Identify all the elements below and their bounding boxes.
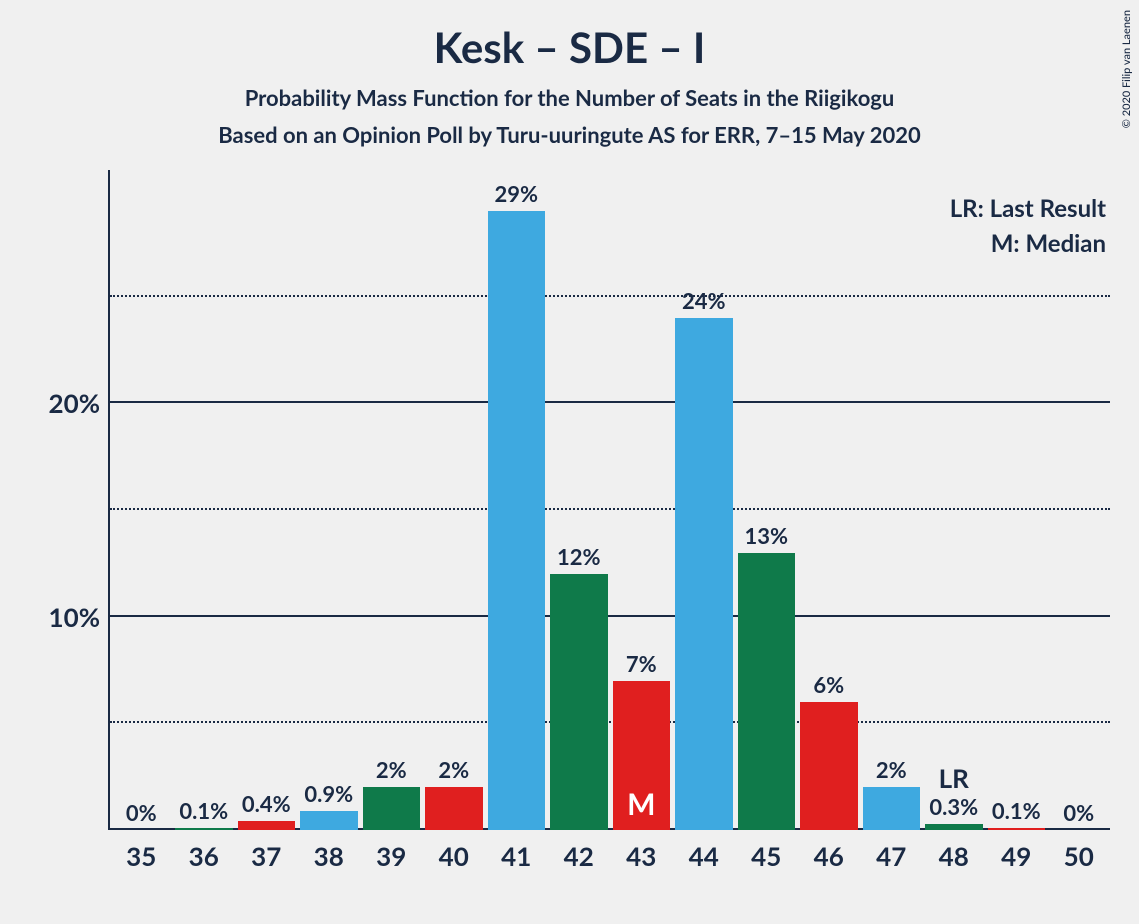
x-tick-label: 44 [673,840,736,872]
bar-value-label: 7% [626,650,657,677]
chart-plot-area: 10%20% 0%0.1%0.4%0.9%2%2%29%12%7%M24%13%… [110,190,1110,830]
title-block: Kesk – SDE – I Probability Mass Function… [0,0,1139,148]
chart-subtitle-1: Probability Mass Function for the Number… [0,84,1139,111]
bar-value-label: 29% [494,180,538,207]
bar-slot: 0.4% [235,190,298,830]
lr-marker: LR [939,762,969,794]
legend-m: M: Median [950,229,1106,258]
bar-slot: 0.1% [173,190,236,830]
bar: 6% [800,702,858,830]
bar: 0.4% [238,821,296,830]
bar-slot: 24% [673,190,736,830]
x-tick-label: 47 [860,840,923,872]
bar-slot: 2% [860,190,923,830]
bar-value-label: 0.1% [992,797,1041,824]
y-tick-label: 20% [49,387,100,419]
bar-slot: 0% [110,190,173,830]
bar: 12% [550,574,608,830]
x-tick-label: 49 [985,840,1048,872]
x-tick-label: 36 [173,840,236,872]
bar: 2% [863,787,921,830]
bar-slot: 13% [735,190,798,830]
x-tick-label: 45 [735,840,798,872]
bar: 7%M [613,681,671,830]
bar-value-label: 0% [126,799,157,826]
bar-value-label: 2% [438,756,469,783]
bars-container: 0%0.1%0.4%0.9%2%2%29%12%7%M24%13%6%2%0.3… [110,190,1110,830]
x-tick-label: 42 [548,840,611,872]
bar: 0.9% [300,811,358,830]
bar-slot: 0.1% [985,190,1048,830]
x-axis-labels: 35363738394041424344454647484950 [110,830,1110,872]
x-tick-label: 43 [610,840,673,872]
x-tick-label: 46 [798,840,861,872]
bar-value-label: 13% [744,522,788,549]
median-marker: M [627,786,655,822]
bar-value-label: 0.4% [242,790,291,817]
x-tick-label: 40 [423,840,486,872]
bar: 13% [738,553,796,830]
bar-slot: 0.9% [298,190,361,830]
bar: 29% [488,211,546,830]
y-tick-label: 10% [49,601,100,633]
legend-lr: LR: Last Result [950,194,1106,223]
bar-slot: 7% M [610,190,673,830]
bar-value-label: 0.3% [929,793,978,820]
bar-value-label: 12% [557,543,601,570]
x-tick-label: 37 [235,840,298,872]
bar-slot: 29% [485,190,548,830]
bar: 2% [425,787,483,830]
chart-title: Kesk – SDE – I [0,22,1139,72]
copyright-text: © 2020 Filip van Laenen [1120,10,1133,128]
legend: LR: Last Result M: Median [950,194,1106,264]
bar-slot: 2% [423,190,486,830]
bar-slot: 0.3%LR [923,190,986,830]
bar-value-label: 0% [1063,799,1094,826]
x-tick-label: 35 [110,840,173,872]
bar: 24% [675,318,733,830]
chart-subtitle-2: Based on an Opinion Poll by Turu-uuringu… [0,121,1139,148]
x-tick-label: 50 [1048,840,1111,872]
x-tick-label: 38 [298,840,361,872]
x-tick-label: 39 [360,840,423,872]
bar-value-label: 0.9% [304,780,353,807]
bar-slot: 0% [1048,190,1111,830]
x-tick-label: 41 [485,840,548,872]
bar: 2% [363,787,421,830]
bar-value-label: 2% [876,756,907,783]
x-tick-label: 48 [923,840,986,872]
bar-value-label: 0.1% [179,797,228,824]
bar-slot: 12% [548,190,611,830]
bar-value-label: 6% [813,671,844,698]
bar-slot: 6% [798,190,861,830]
bar-value-label: 24% [682,287,726,314]
bar-slot: 2% [360,190,423,830]
bar-value-label: 2% [376,756,407,783]
